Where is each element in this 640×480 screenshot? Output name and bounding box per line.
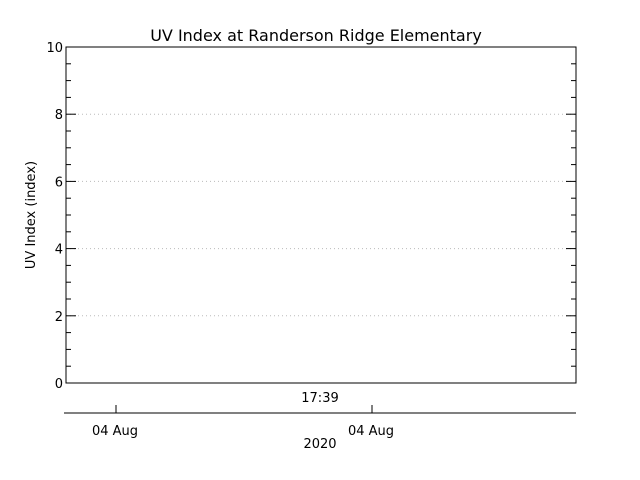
y-tick-label: 0 (55, 377, 63, 392)
y-tick-label: 8 (55, 108, 63, 123)
y-tick-labels: 0 2 4 6 8 10 (46, 41, 63, 392)
date-tick-label-1: 04 Aug (92, 424, 138, 439)
y-axis-label: UV Index (index) (24, 161, 39, 269)
y-tick-label: 6 (55, 175, 63, 190)
time-axis-label: 17:39 (301, 391, 338, 406)
x-axis-label: 2020 (303, 437, 336, 452)
y-minor-ticks (66, 63, 576, 367)
y-major-ticks (66, 46, 576, 384)
date-tick-label-2: 04 Aug (348, 424, 394, 439)
y-tick-label: 10 (46, 41, 63, 56)
plot-area (65, 46, 577, 384)
chart-title: UV Index at Randerson Ridge Elementary (150, 26, 482, 45)
grid-lines (66, 113, 576, 317)
y-tick-label: 4 (55, 243, 63, 258)
y-tick-label: 2 (55, 310, 63, 325)
